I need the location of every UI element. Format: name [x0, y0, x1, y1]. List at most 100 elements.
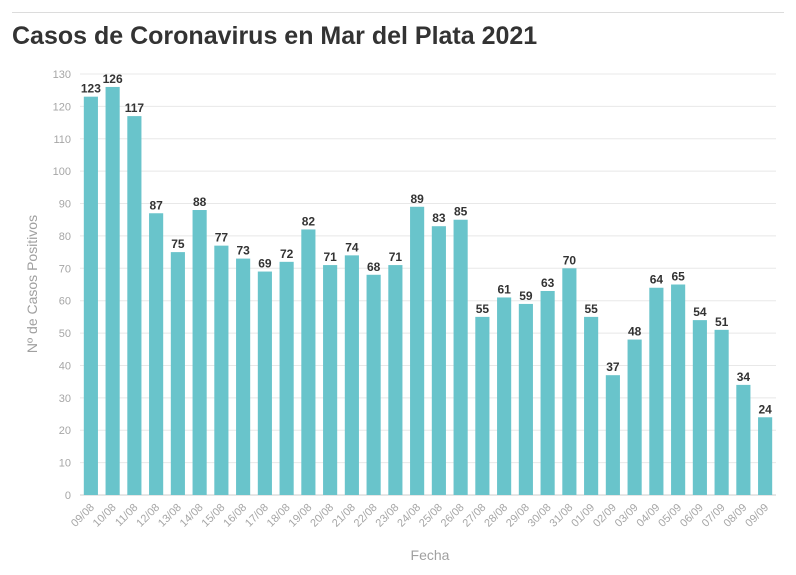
bar	[692, 320, 707, 495]
data-label: 65	[671, 270, 685, 284]
y-tick-label: 0	[65, 490, 71, 502]
data-label: 37	[606, 360, 620, 374]
y-tick-label: 10	[59, 458, 71, 470]
data-label: 54	[693, 305, 707, 319]
data-label: 64	[650, 273, 664, 287]
x-tick-label: 12/08	[134, 502, 162, 530]
data-label: 85	[454, 205, 468, 219]
y-tick-label: 110	[53, 134, 71, 146]
top-divider	[12, 12, 784, 13]
x-tick-label: 02/09	[591, 502, 619, 530]
data-label: 34	[737, 370, 751, 384]
x-tick-label: 30/08	[526, 502, 554, 530]
x-tick-label: 09/08	[69, 502, 97, 530]
data-label: 71	[323, 250, 337, 264]
x-tick-label: 06/09	[678, 502, 706, 530]
bar	[344, 255, 359, 495]
x-tick-label: 27/08	[461, 502, 489, 530]
bar	[388, 265, 403, 495]
data-label: 70	[563, 253, 577, 267]
x-axis-title: Fecha	[411, 547, 450, 563]
x-tick-label: 08/09	[722, 502, 750, 530]
data-label: 126	[103, 72, 123, 86]
bar	[105, 86, 120, 495]
data-label: 69	[258, 257, 272, 271]
bar	[736, 384, 751, 495]
data-label: 72	[280, 247, 294, 261]
bar	[671, 284, 686, 495]
y-axis-ticks: 0 10 20 30 40 50 60 70 80 90 100 110 120 130	[53, 69, 71, 502]
data-label: 89	[410, 192, 424, 206]
y-axis-title: Nº de Casos Positivos	[24, 215, 40, 353]
bar	[714, 329, 729, 495]
x-tick-label: 29/08	[504, 502, 532, 530]
y-tick-label: 80	[59, 231, 71, 243]
bar	[323, 265, 338, 495]
x-tick-label: 31/08	[548, 502, 576, 530]
data-label: 48	[628, 325, 642, 339]
x-tick-label: 05/09	[656, 502, 684, 530]
x-tick-label: 14/08	[178, 502, 206, 530]
x-tick-label: 19/08	[287, 502, 315, 530]
bar	[301, 229, 316, 495]
bar	[605, 375, 620, 495]
bar	[431, 226, 446, 495]
x-tick-label: 17/08	[243, 502, 271, 530]
data-label: 63	[541, 276, 555, 290]
y-tick-label: 120	[53, 101, 71, 113]
data-label: 61	[497, 282, 511, 296]
data-label: 51	[715, 315, 729, 329]
x-tick-label: 10/08	[91, 502, 119, 530]
bar	[127, 116, 142, 495]
bar	[149, 213, 164, 495]
chart-title: Casos de Coronavirus en Mar del Plata 20…	[12, 22, 538, 50]
x-tick-label: 13/08	[156, 502, 184, 530]
data-label: 55	[584, 302, 598, 316]
bar	[758, 417, 773, 495]
bar	[518, 303, 533, 495]
y-tick-label: 30	[59, 393, 71, 405]
x-tick-label: 24/08	[395, 502, 423, 530]
bar	[562, 268, 577, 495]
x-tick-label: 09/09	[743, 502, 771, 530]
x-tick-label: 07/09	[700, 502, 728, 530]
data-label: 24	[758, 402, 772, 416]
data-label: 83	[432, 211, 446, 225]
x-tick-label: 22/08	[352, 502, 380, 530]
bar	[649, 287, 664, 495]
bar	[170, 252, 185, 495]
x-tick-label: 23/08	[374, 502, 402, 530]
x-tick-label: 15/08	[200, 502, 228, 530]
bar	[475, 316, 490, 495]
y-tick-label: 40	[59, 360, 71, 372]
data-label: 75	[171, 237, 185, 251]
bar	[279, 261, 294, 495]
data-label: 59	[519, 289, 533, 303]
data-label: 71	[389, 250, 403, 264]
bar	[192, 210, 207, 495]
bar	[410, 206, 425, 495]
x-tick-label: 16/08	[221, 502, 249, 530]
data-label: 117	[125, 101, 145, 115]
bar	[497, 297, 512, 495]
data-label: 77	[215, 231, 229, 245]
bar	[627, 339, 642, 495]
y-tick-label: 70	[59, 263, 71, 275]
bar	[236, 258, 251, 495]
bar	[257, 271, 272, 495]
y-tick-label: 20	[59, 425, 71, 437]
x-tick-label: 21/08	[330, 502, 358, 530]
data-label: 55	[476, 302, 490, 316]
x-tick-label: 26/08	[439, 502, 467, 530]
bars	[83, 86, 773, 496]
data-label: 73	[236, 244, 250, 258]
data-label: 88	[193, 195, 207, 209]
bar	[366, 274, 381, 495]
bar	[214, 245, 229, 495]
x-tick-label: 25/08	[417, 502, 445, 530]
y-tick-label: 130	[53, 69, 71, 81]
y-tick-label: 60	[59, 296, 71, 308]
x-tick-label: 18/08	[265, 502, 293, 530]
